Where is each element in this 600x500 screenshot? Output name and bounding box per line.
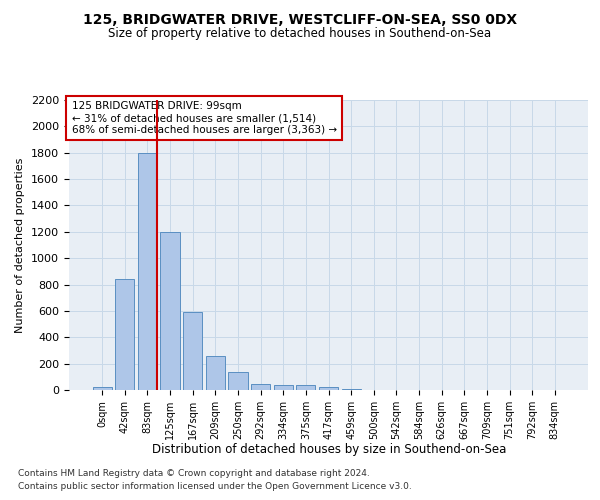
Text: Size of property relative to detached houses in Southend-on-Sea: Size of property relative to detached ho… <box>109 28 491 40</box>
Bar <box>341 388 361 390</box>
Text: Contains public sector information licensed under the Open Government Licence v3: Contains public sector information licen… <box>18 482 412 491</box>
Bar <box>138 152 157 390</box>
Bar <box>115 278 134 390</box>
Y-axis label: Number of detached properties: Number of detached properties <box>16 158 25 332</box>
Bar <box>92 386 112 390</box>
Bar <box>183 312 202 390</box>
Bar <box>296 386 316 390</box>
Bar <box>251 384 270 390</box>
Text: 125, BRIDGWATER DRIVE, WESTCLIFF-ON-SEA, SS0 0DX: 125, BRIDGWATER DRIVE, WESTCLIFF-ON-SEA,… <box>83 12 517 26</box>
Bar <box>160 232 180 390</box>
Bar <box>319 388 338 390</box>
Text: 125 BRIDGWATER DRIVE: 99sqm
← 31% of detached houses are smaller (1,514)
68% of : 125 BRIDGWATER DRIVE: 99sqm ← 31% of det… <box>71 102 337 134</box>
Text: Distribution of detached houses by size in Southend-on-Sea: Distribution of detached houses by size … <box>152 442 506 456</box>
Text: Contains HM Land Registry data © Crown copyright and database right 2024.: Contains HM Land Registry data © Crown c… <box>18 468 370 477</box>
Bar <box>206 356 225 390</box>
Bar <box>229 372 248 390</box>
Bar <box>274 384 293 390</box>
